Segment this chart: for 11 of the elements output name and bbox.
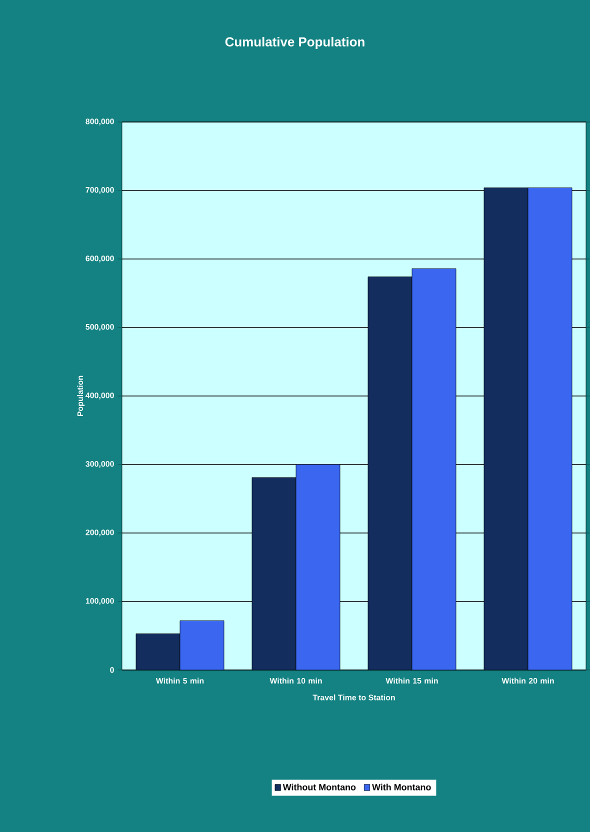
bar (136, 634, 180, 670)
legend-label: Without Montano (282, 784, 356, 790)
bar (528, 188, 572, 670)
bar (296, 464, 340, 670)
chart-title: Cumulative Population (225, 36, 364, 50)
bar (180, 620, 224, 670)
bar (484, 188, 528, 670)
bar (368, 276, 412, 670)
bar (252, 477, 296, 670)
bar (412, 268, 456, 670)
legend-label: With Montano (372, 784, 431, 790)
